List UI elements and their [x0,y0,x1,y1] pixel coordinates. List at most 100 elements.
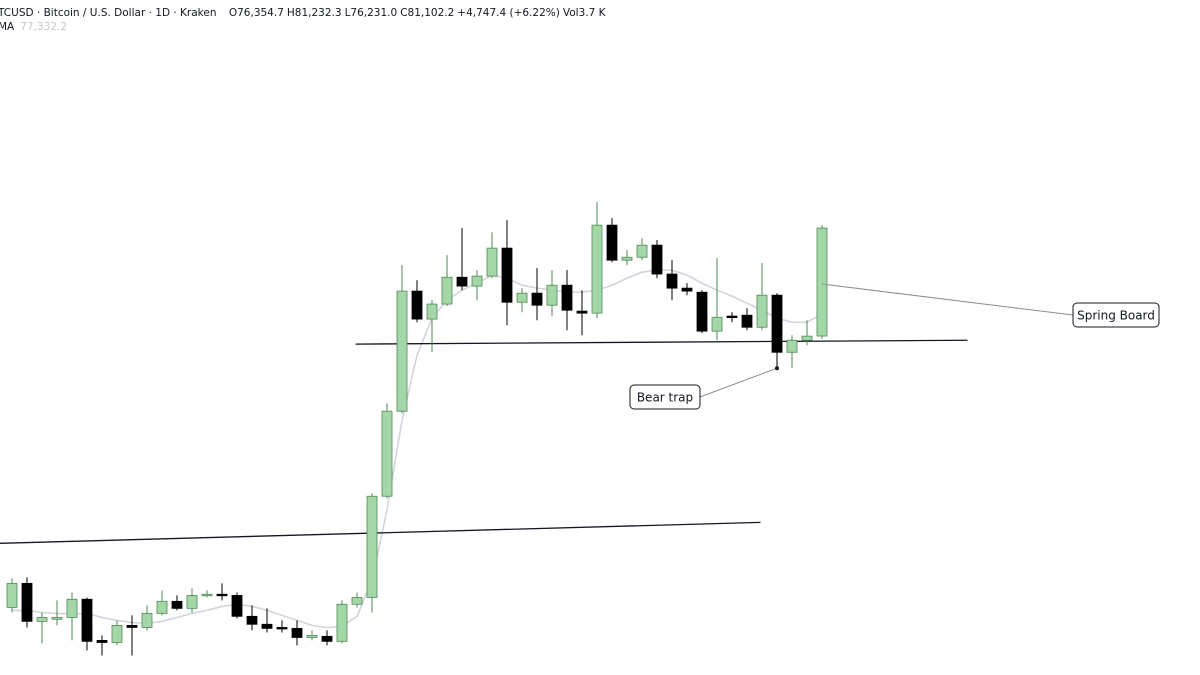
candle-body [741,314,753,328]
candle-body [771,294,783,353]
candle [141,605,153,631]
symbol: TCUSD · Bitcoin / U.S. Dollar · 1D · Kra… [0,7,217,19]
candle [741,308,753,331]
candle [801,320,813,346]
ohlc-key: C [400,7,408,19]
candle [366,493,378,613]
candle [651,240,663,279]
candle-body [81,598,93,642]
candle-body [126,625,138,628]
candle [276,620,288,633]
candle-body [606,224,618,261]
candle-body [111,625,123,643]
candle-body [636,244,648,258]
candle-body [141,612,153,628]
candle-body [51,617,63,620]
candle [696,290,708,334]
candle-body [516,292,528,303]
candle [561,270,573,331]
candle [681,283,693,296]
candle-body [486,247,498,277]
candle [36,612,48,644]
candle-body [726,315,738,319]
candle [351,592,363,608]
candle [426,300,438,353]
candle-body [756,294,768,328]
candle-body [171,600,183,609]
ohlc-value: 81,102.2 [407,7,455,19]
candle [771,293,783,369]
ohlc-key: H [286,7,295,19]
callout-anchor [775,366,779,371]
candle [816,225,828,339]
candle [621,250,633,266]
change: +4,747.4 (+6.22%) [457,7,560,19]
ohlc-value: 76,354.7 [237,7,284,19]
candle-body [381,410,393,497]
candle-body [591,224,603,314]
candle [21,577,33,628]
ohlc-value: 76,231.0 [350,7,398,19]
ma-name: MA [0,21,15,33]
candle [546,270,558,317]
candle [336,600,348,644]
candle-body [801,335,813,341]
candle [291,620,303,646]
candle-body [501,247,513,303]
candle-body [696,291,708,332]
candle [201,590,213,598]
candle-body [246,615,258,625]
candle [321,630,333,646]
candle-body [411,290,423,320]
candle-body [96,640,108,643]
candle-body [471,275,483,287]
candle-body [366,495,378,598]
candle-body [201,593,213,597]
candle [186,588,198,613]
candle-body [816,227,828,337]
candle [456,228,468,291]
volume: 3.7 K [578,7,606,19]
candle [216,583,228,601]
candle-body [336,603,348,642]
candle-body [216,593,228,597]
candle [531,268,543,321]
callout-text: Bear trap [637,391,693,405]
candle [471,270,483,301]
candle-body [621,256,633,261]
candle [576,290,588,336]
candle-body [546,284,558,306]
candle-body [261,623,273,629]
candle-body [456,276,468,287]
callout-box [1072,302,1160,328]
candle-body [786,339,798,353]
candle-body [306,635,318,638]
callout-text: Spring Board [1077,309,1155,323]
candle [591,202,603,319]
candle-body [396,290,408,412]
candle [111,620,123,646]
candle-body [321,635,333,642]
candle-body [276,627,288,630]
candle-body [441,276,453,305]
candle [396,265,408,414]
candle-body [576,310,588,314]
candle [306,630,318,641]
volume-key: Vol [562,7,579,19]
candle-body [531,292,543,306]
candle [231,592,243,619]
candle [96,635,108,656]
candle [381,403,393,499]
candle-body [156,600,168,614]
candle-body [66,598,78,618]
candle [51,600,63,626]
candle-body [291,627,303,638]
candle [6,578,18,613]
candle [501,220,513,326]
candle [156,590,168,616]
candle [171,595,183,611]
candle-body [6,582,18,608]
ohlc-key: O [228,7,238,19]
candle-body [231,595,243,617]
ohlc-value: 81,232.3 [294,7,342,19]
